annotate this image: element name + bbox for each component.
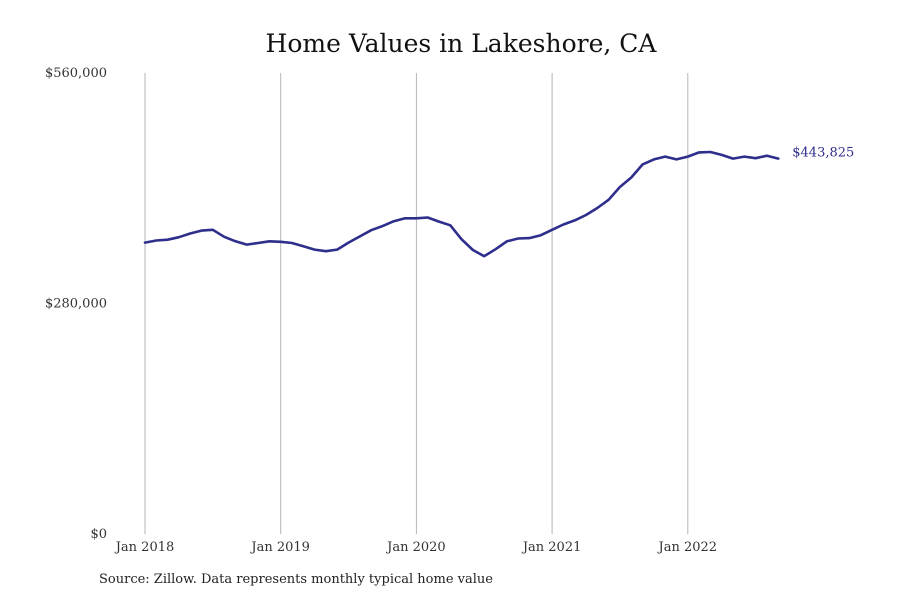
x-tick-label: Jan 2021 bbox=[521, 540, 582, 555]
y-tick-label: $0 bbox=[90, 527, 107, 542]
x-tick-label: Jan 2019 bbox=[249, 540, 310, 555]
y-tick-label: $560,000 bbox=[45, 66, 107, 81]
gridlines bbox=[144, 73, 689, 534]
x-tick-label: Jan 2020 bbox=[385, 540, 446, 555]
x-axis-ticks: Jan 2018 Jan 2019 Jan 2020 Jan 2021 Jan 2022 bbox=[114, 540, 717, 555]
y-axis-ticks: $0 $280,000 $560,000 bbox=[45, 66, 107, 542]
y-tick-label: $280,000 bbox=[45, 297, 107, 312]
x-tick-label: Jan 2018 bbox=[114, 540, 175, 555]
series-line-0 bbox=[143, 150, 780, 258]
series-layer bbox=[143, 150, 780, 258]
chart-title: Home Values in Lakeshore, CA bbox=[266, 29, 658, 58]
source-note: Source: Zillow. Data represents monthly … bbox=[99, 572, 493, 587]
x-tick-label: Jan 2022 bbox=[657, 540, 718, 555]
last-value-label: $443,825 bbox=[792, 146, 854, 161]
